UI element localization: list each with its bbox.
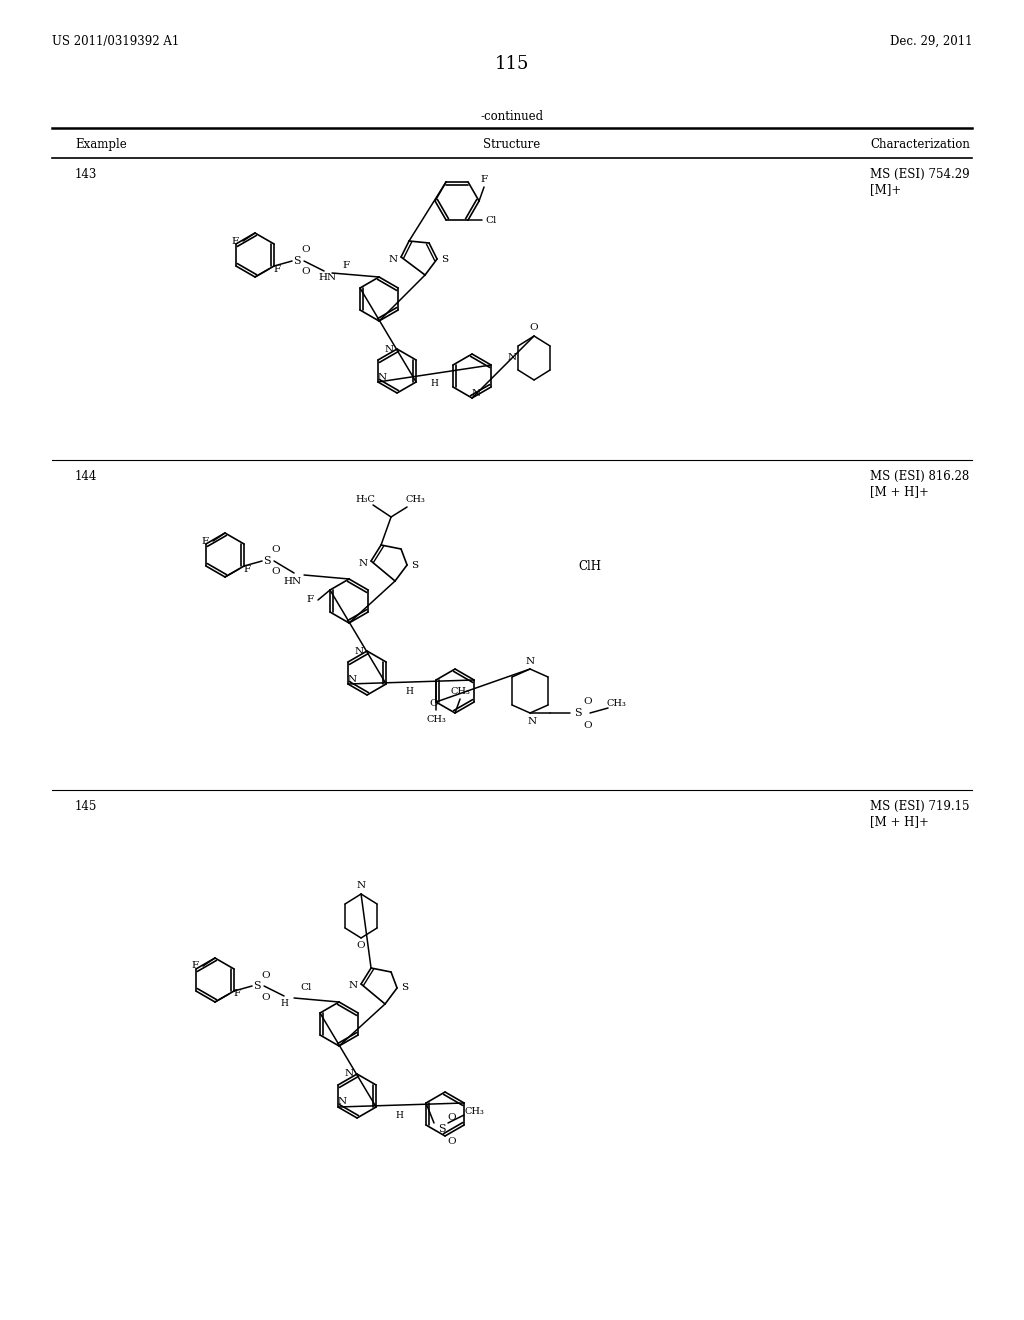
Text: S: S bbox=[253, 981, 261, 991]
Text: HN: HN bbox=[318, 273, 336, 282]
Text: S: S bbox=[293, 256, 301, 267]
Text: -continued: -continued bbox=[480, 110, 544, 123]
Text: O: O bbox=[302, 268, 310, 276]
Text: S: S bbox=[441, 255, 449, 264]
Text: 143: 143 bbox=[75, 168, 97, 181]
Text: CH₃: CH₃ bbox=[426, 715, 445, 725]
Text: Example: Example bbox=[75, 139, 127, 150]
Text: Structure: Structure bbox=[483, 139, 541, 150]
Text: ClH: ClH bbox=[579, 560, 601, 573]
Text: Characterization: Characterization bbox=[870, 139, 970, 150]
Text: N: N bbox=[347, 675, 356, 684]
Text: O: O bbox=[529, 323, 539, 333]
Text: N: N bbox=[525, 656, 535, 665]
Text: Cl: Cl bbox=[485, 215, 497, 224]
Text: N: N bbox=[508, 354, 517, 363]
Text: S: S bbox=[438, 1125, 445, 1134]
Text: N: N bbox=[348, 982, 357, 990]
Text: HN: HN bbox=[283, 577, 301, 586]
Text: F: F bbox=[233, 990, 241, 998]
Text: F: F bbox=[306, 595, 313, 605]
Text: 145: 145 bbox=[75, 800, 97, 813]
Text: 115: 115 bbox=[495, 55, 529, 73]
Text: MS (ESI) 816.28
[M + H]+: MS (ESI) 816.28 [M + H]+ bbox=[870, 470, 970, 498]
Text: F: F bbox=[273, 264, 281, 273]
Text: 144: 144 bbox=[75, 470, 97, 483]
Text: H: H bbox=[406, 688, 413, 697]
Text: CH₃: CH₃ bbox=[451, 686, 470, 696]
Text: O: O bbox=[584, 721, 592, 730]
Text: O: O bbox=[447, 1137, 457, 1146]
Text: S: S bbox=[574, 708, 582, 718]
Text: F: F bbox=[342, 261, 349, 271]
Text: O: O bbox=[302, 246, 310, 255]
Text: MS (ESI) 719.15
[M + H]+: MS (ESI) 719.15 [M + H]+ bbox=[870, 800, 970, 828]
Text: F: F bbox=[231, 236, 239, 246]
Text: S: S bbox=[401, 983, 409, 993]
Text: S: S bbox=[412, 561, 419, 569]
Text: O: O bbox=[430, 700, 438, 709]
Text: Cl: Cl bbox=[300, 983, 311, 993]
Text: N: N bbox=[384, 345, 393, 354]
Text: MS (ESI) 754.29
[M]+: MS (ESI) 754.29 [M]+ bbox=[870, 168, 970, 195]
Text: N: N bbox=[338, 1097, 346, 1106]
Text: O: O bbox=[584, 697, 592, 705]
Text: O: O bbox=[271, 568, 281, 577]
Text: H: H bbox=[431, 379, 438, 388]
Text: F: F bbox=[202, 536, 209, 545]
Text: F: F bbox=[244, 565, 251, 573]
Text: O: O bbox=[262, 970, 270, 979]
Text: CH₃: CH₃ bbox=[606, 698, 626, 708]
Text: O: O bbox=[356, 941, 366, 950]
Text: N: N bbox=[378, 372, 387, 381]
Text: O: O bbox=[271, 545, 281, 554]
Text: N: N bbox=[344, 1069, 353, 1078]
Text: H: H bbox=[395, 1110, 403, 1119]
Text: H: H bbox=[281, 999, 288, 1008]
Text: N: N bbox=[358, 558, 368, 568]
Text: CH₃: CH₃ bbox=[406, 495, 425, 503]
Text: US 2011/0319392 A1: US 2011/0319392 A1 bbox=[52, 36, 179, 48]
Text: S: S bbox=[263, 556, 271, 566]
Text: O: O bbox=[262, 993, 270, 1002]
Text: Dec. 29, 2011: Dec. 29, 2011 bbox=[890, 36, 972, 48]
Text: CH₃: CH₃ bbox=[464, 1106, 484, 1115]
Text: H₃C: H₃C bbox=[355, 495, 375, 503]
Text: N: N bbox=[354, 647, 364, 656]
Text: N: N bbox=[356, 882, 366, 891]
Text: F: F bbox=[191, 961, 199, 970]
Text: N: N bbox=[388, 255, 397, 264]
Text: N: N bbox=[527, 717, 537, 726]
Text: F: F bbox=[480, 174, 487, 183]
Text: O: O bbox=[447, 1114, 457, 1122]
Text: N: N bbox=[471, 388, 480, 397]
